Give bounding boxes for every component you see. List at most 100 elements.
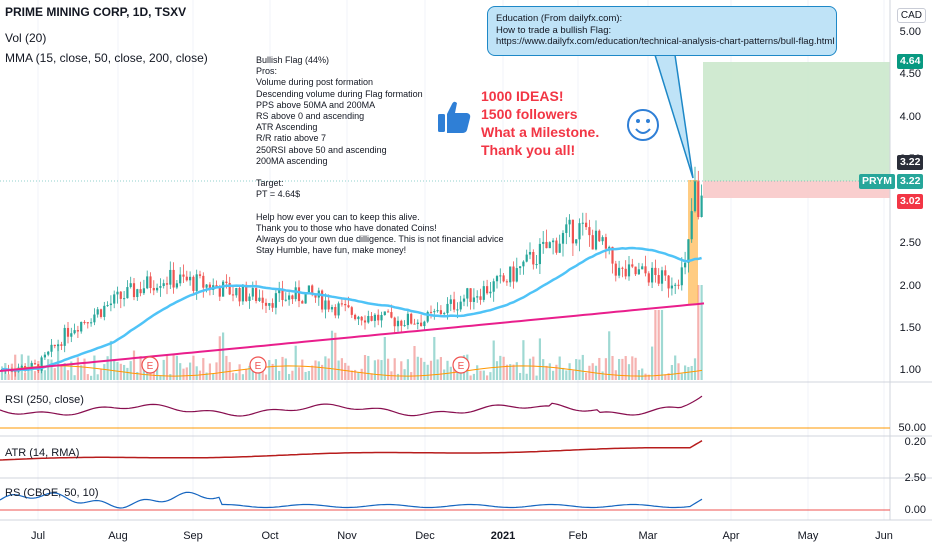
candle-body [363,320,367,323]
rs-legend[interactable]: RS (CBOE, 50, 10) [5,487,99,499]
volume-bar [248,365,251,380]
candle-body [304,292,307,304]
candle-body [139,289,142,294]
ma15-line [0,365,703,377]
candle-body [479,296,482,300]
rsi-line [0,395,703,417]
volume-bar [571,370,574,380]
volume-bar [446,360,449,380]
candle-body [271,303,274,308]
candle-body [192,276,195,291]
milestone-line: Thank you all! [481,142,576,158]
candle-body [238,287,241,302]
callout-line: Education (From dailyfx.com): [496,13,623,24]
volume-bar [568,363,571,380]
volume-bar [631,356,634,380]
candle-body [169,269,172,285]
candle-body [83,321,86,323]
price-tick: 1.50 [899,321,921,334]
volume-bar [512,364,515,380]
volume-bar [202,358,205,380]
volume-bar [291,370,294,380]
candle-body [406,313,409,326]
volume-bar [106,356,109,380]
volume-bar [347,365,350,380]
candle-body [103,305,106,317]
volume-bar [271,363,274,380]
earnings-marker[interactable] [452,356,470,374]
volume-bar [284,358,287,380]
note-line: Target: [256,178,284,189]
volume-bar [264,374,268,380]
vol-legend[interactable]: Vol (20) [5,31,47,45]
candle-body [614,263,617,276]
candle-body [400,320,403,326]
candle-body [70,333,73,337]
atr-tick: 0.20 [904,436,926,448]
volume-bar [644,373,647,380]
candle-body [123,298,126,300]
education-callout[interactable]: Education (From dailyfx.com): How to tra… [487,6,837,56]
candle-body [57,344,60,347]
atr-legend[interactable]: ATR (14, RMA) [5,447,80,459]
candle-body [268,303,271,306]
note-line: ATR Ascending [256,122,318,133]
candle-body [324,300,327,310]
smiley-icon [627,109,659,141]
note-line: Bullish Flag (44%) [256,55,330,65]
volume-bar [344,362,347,380]
candle-body [585,222,588,228]
candle-body [505,281,508,283]
callout-link[interactable]: https://www.dailyfx.com/education/techni… [496,36,835,47]
candle-body [80,321,83,332]
note-line: Pros: [256,66,278,77]
mma-legend[interactable]: MMA (15, close, 50, close, 200, close) [5,51,208,65]
candle-body [561,232,565,244]
volume-bar [542,359,545,380]
volume-bar [354,369,357,380]
candle-body [152,287,155,291]
note-line: R/R ratio above 7 [256,133,327,144]
volume-bar [598,357,601,380]
candle-body [502,275,505,282]
candle-body [198,274,202,276]
volume-bar [0,370,4,380]
candle-body [693,181,697,212]
volume-bar [225,355,228,380]
candle-body [601,237,604,242]
candle-body [344,304,347,306]
earnings-marker[interactable] [141,356,159,374]
note-line: Thank you to those who have donated Coin… [256,223,437,234]
candle-body [588,227,591,236]
candle-body [175,283,178,288]
time-tick: Apr [722,530,740,542]
rsi-legend[interactable]: RSI (250, close) [5,394,84,406]
volume-bar [215,362,218,380]
candle-body [205,284,208,288]
volume-bar [159,375,162,380]
volume-bar [528,358,532,380]
note-line: PPS above 50MA and 200MA [256,99,376,110]
volume-bar [370,373,373,380]
candle-body [172,269,175,288]
candle-body [433,311,436,313]
volume-bar [680,373,683,380]
candle-body [14,371,17,373]
volume-bar [380,360,383,380]
price-tick: 4.50 [899,68,921,81]
price-tick: 2.00 [899,279,921,292]
candle-body [334,307,337,316]
earnings-marker[interactable] [249,356,267,374]
candle-body [258,297,261,301]
volume-bar [585,372,588,380]
volume-bar [667,373,670,380]
volume-bar [403,369,406,380]
candle-body [225,281,228,283]
candle-body [436,310,439,312]
note-line: Stay Humble, have fun, make money! [256,245,407,256]
candle-body [674,284,677,286]
atr-line [0,440,703,461]
candle-body [50,344,53,352]
note-line: 250RSI above 50 and ascending [256,144,387,155]
